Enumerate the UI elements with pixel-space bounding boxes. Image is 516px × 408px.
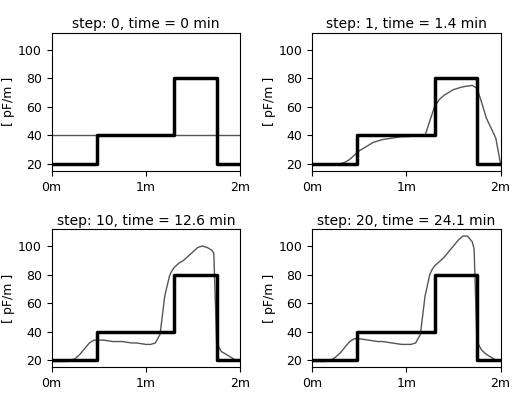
Y-axis label: [ pF/m ]: [ pF/m ] [2,273,15,323]
Y-axis label: [ pF/m ]: [ pF/m ] [263,273,276,323]
Title: step: 0, time = 0 min: step: 0, time = 0 min [72,18,220,31]
Y-axis label: [ pF/m ]: [ pF/m ] [2,77,15,126]
Title: step: 20, time = 24.1 min: step: 20, time = 24.1 min [317,214,495,228]
Y-axis label: [ pF/m ]: [ pF/m ] [263,77,276,126]
Title: step: 1, time = 1.4 min: step: 1, time = 1.4 min [326,18,487,31]
Title: step: 10, time = 12.6 min: step: 10, time = 12.6 min [57,214,235,228]
